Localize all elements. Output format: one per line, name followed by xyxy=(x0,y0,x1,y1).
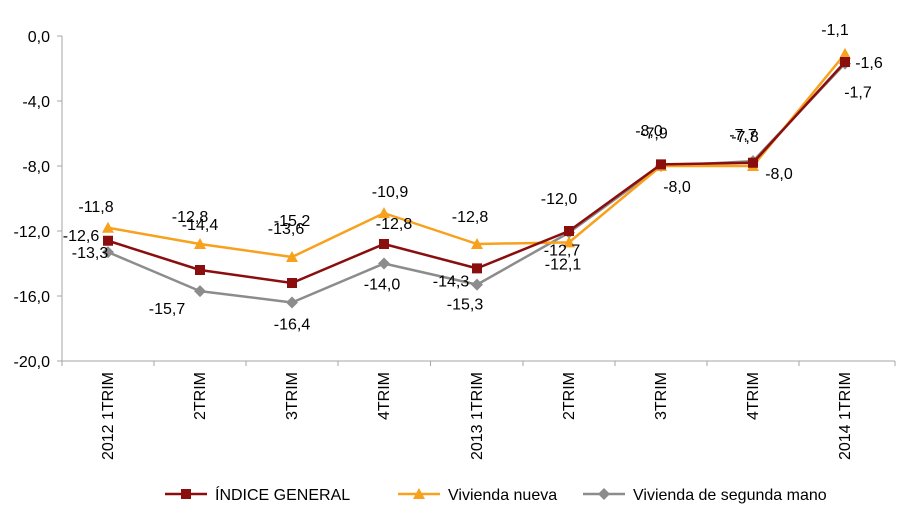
x-tick-label: 2TRIM xyxy=(561,372,578,420)
data-label: -14,0 xyxy=(364,277,401,294)
data-label: -15,2 xyxy=(274,213,311,230)
data-labels: -12,6 -14,4 -15,2 -12,8 -14,3 -12,0 -7,9 -7,8 -1… xyxy=(63,22,883,334)
legend-marker-triangle xyxy=(413,488,425,499)
data-label: -13,6 xyxy=(268,221,305,238)
data-label: -7,9 xyxy=(640,125,668,142)
y-tick-label: -4,0 xyxy=(22,94,50,111)
legend-label: Vivienda nueva xyxy=(448,487,557,504)
x-tick-label: 2014 1TRIM xyxy=(837,372,854,460)
data-label: -15,3 xyxy=(447,297,484,314)
data-point-square xyxy=(472,263,482,274)
data-point-triangle xyxy=(102,221,114,233)
data-label: -12,0 xyxy=(541,191,578,208)
data-point-diamond xyxy=(286,296,298,309)
legend-item-0: ÍNDICE GENERAL xyxy=(165,485,350,504)
legend-item-2: Vivienda de segunda mano xyxy=(583,487,827,504)
data-label: -1,1 xyxy=(821,22,849,39)
data-point-triangle xyxy=(471,238,483,249)
data-point-square xyxy=(656,159,666,170)
data-point-diamond xyxy=(102,246,114,259)
data-label: -8,0 xyxy=(635,123,663,140)
data-label: -15,7 xyxy=(149,301,186,318)
data-label: -12,7 xyxy=(544,242,581,259)
data-label: -12,8 xyxy=(376,216,413,233)
data-label: -12,6 xyxy=(63,228,100,245)
data-point-square xyxy=(379,239,389,249)
legend-marker-square xyxy=(181,489,191,499)
data-label: -11,8 xyxy=(78,199,113,216)
y-axis: 0,0 -4,0 -8,0 -12,0 -16,0 -20,0 xyxy=(14,29,62,371)
data-label: -7,7 xyxy=(729,127,757,144)
x-tick-label: 2TRIM xyxy=(192,372,209,420)
legend: ÍNDICE GENERAL Vivienda nueva Vivienda de … xyxy=(165,485,827,504)
data-label: -14,4 xyxy=(182,217,219,234)
data-point-diamond xyxy=(471,278,483,291)
x-tick-label: 4TRIM xyxy=(376,372,393,420)
legend-marker-diamond xyxy=(598,488,610,500)
y-tick-label: -16,0 xyxy=(14,289,51,306)
data-point-square xyxy=(287,278,297,288)
x-tick-label: 2012 1TRIM xyxy=(100,372,117,460)
x-axis: 2012 1TRIM 2TRIM 3TRIM 4TRIM 2013 1TRIM 2TRIM… xyxy=(61,361,896,460)
y-tick-label: 0,0 xyxy=(28,29,50,46)
data-label: -8,0 xyxy=(765,166,793,183)
data-point-triangle xyxy=(563,236,575,248)
data-point-triangle xyxy=(378,207,390,219)
x-tick-label: 3TRIM xyxy=(284,372,301,420)
data-label: -8,0 xyxy=(663,179,691,196)
data-point-triangle xyxy=(839,47,851,59)
legend-item-1: Vivienda nueva xyxy=(398,487,557,504)
data-point-square xyxy=(195,265,205,275)
data-point-square xyxy=(748,157,758,168)
legend-label: Vivienda de segunda mano xyxy=(633,487,827,504)
data-label: -1,6 xyxy=(855,55,883,72)
y-tick-label: -20,0 xyxy=(14,354,51,371)
data-point-square xyxy=(564,226,574,236)
data-label: -10,9 xyxy=(372,184,409,201)
legend-label: ÍNDICE GENERAL xyxy=(215,485,350,504)
x-tick-label: 4TRIM xyxy=(745,372,762,420)
data-point-diamond xyxy=(194,285,206,298)
series-0 xyxy=(103,57,850,288)
data-point-triangle xyxy=(286,251,298,262)
data-label: -13,3 xyxy=(72,245,109,262)
series-line xyxy=(107,53,846,259)
data-point-square xyxy=(840,57,850,67)
data-point-square xyxy=(103,235,113,246)
data-label: -12,1 xyxy=(545,257,582,274)
data-label: -14,3 xyxy=(433,273,470,290)
y-tick-label: -8,0 xyxy=(22,159,50,176)
data-label: -1,7 xyxy=(844,85,872,102)
x-tick-label: 2013 1TRIM xyxy=(469,372,486,460)
y-tick-label: -12,0 xyxy=(14,224,51,241)
data-label: -7,8 xyxy=(731,129,759,146)
data-point-triangle xyxy=(194,238,206,249)
series-line xyxy=(107,61,846,285)
data-label: -16,4 xyxy=(274,317,311,334)
data-label: -12,8 xyxy=(452,209,489,226)
data-label: -12,8 xyxy=(172,209,209,226)
series-layer xyxy=(102,47,851,309)
x-tick-label: 3TRIM xyxy=(653,372,670,420)
data-point-diamond xyxy=(378,257,390,270)
